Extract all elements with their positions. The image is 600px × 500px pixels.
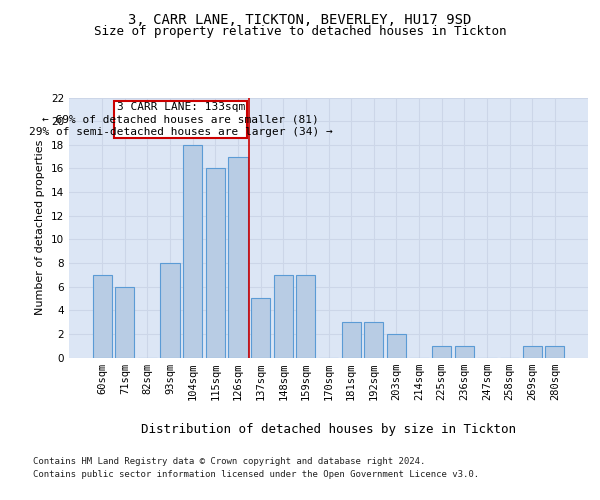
- Text: ← 69% of detached houses are smaller (81): ← 69% of detached houses are smaller (81…: [43, 114, 319, 124]
- Text: Contains HM Land Registry data © Crown copyright and database right 2024.: Contains HM Land Registry data © Crown c…: [33, 458, 425, 466]
- Text: 3, CARR LANE, TICKTON, BEVERLEY, HU17 9SD: 3, CARR LANE, TICKTON, BEVERLEY, HU17 9S…: [128, 12, 472, 26]
- Bar: [274, 275, 293, 357]
- Bar: [183, 145, 202, 358]
- Bar: [115, 286, 134, 358]
- Bar: [364, 322, 383, 358]
- Bar: [251, 298, 270, 358]
- Bar: [92, 275, 112, 357]
- Bar: [206, 168, 225, 358]
- Bar: [160, 263, 180, 358]
- Bar: [387, 334, 406, 357]
- Text: Size of property relative to detached houses in Tickton: Size of property relative to detached ho…: [94, 25, 506, 38]
- Bar: [523, 346, 542, 358]
- Bar: [545, 346, 565, 358]
- Text: 29% of semi-detached houses are larger (34) →: 29% of semi-detached houses are larger (…: [29, 126, 332, 136]
- Text: Distribution of detached houses by size in Tickton: Distribution of detached houses by size …: [142, 422, 516, 436]
- Y-axis label: Number of detached properties: Number of detached properties: [35, 140, 46, 315]
- Bar: [296, 275, 316, 357]
- FancyBboxPatch shape: [114, 101, 247, 138]
- Bar: [341, 322, 361, 358]
- Bar: [455, 346, 474, 358]
- Bar: [229, 156, 248, 358]
- Text: 3 CARR LANE: 133sqm: 3 CARR LANE: 133sqm: [116, 102, 245, 112]
- Text: Contains public sector information licensed under the Open Government Licence v3: Contains public sector information licen…: [33, 470, 479, 479]
- Bar: [432, 346, 451, 358]
